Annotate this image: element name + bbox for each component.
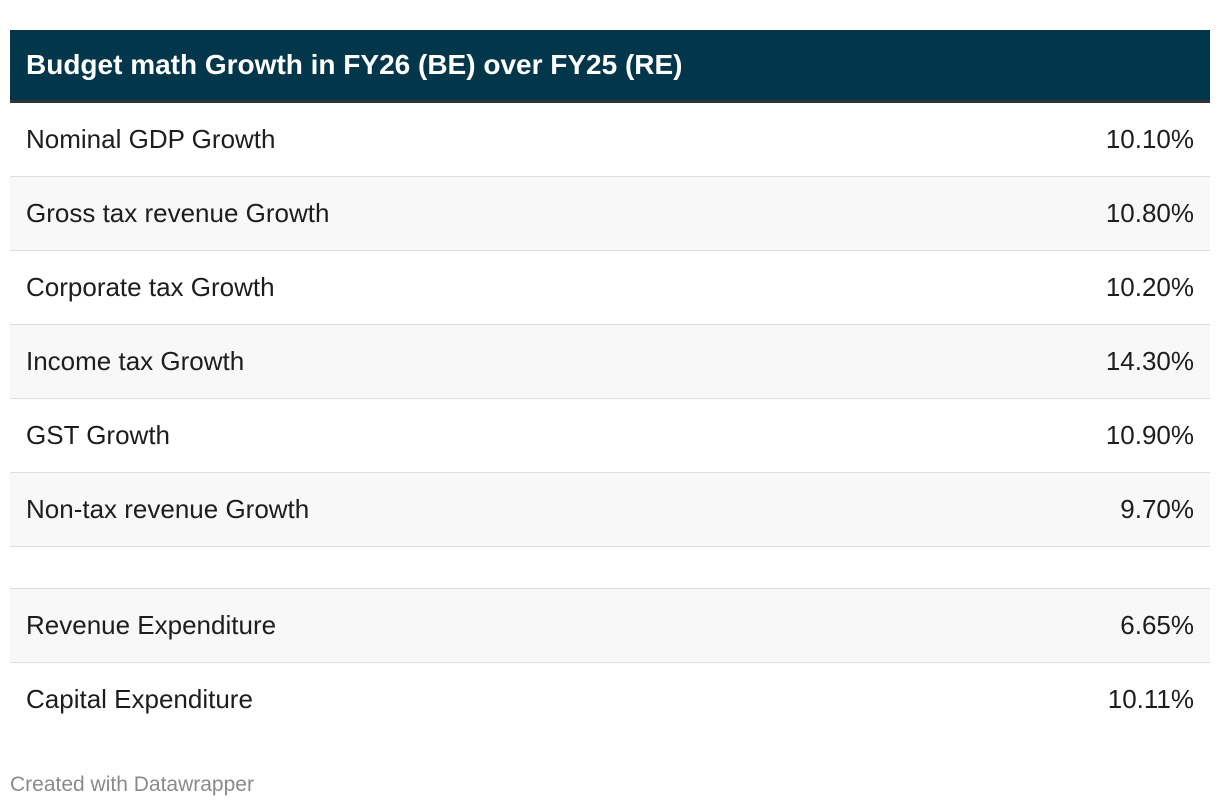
row-value: 10.10% [1105,124,1194,154]
row-label: Revenue Expenditure [26,610,277,640]
data-table: Budget math Growth in FY26 (BE) over FY2… [10,30,1210,736]
table-header: Budget math Growth in FY26 (BE) over FY2… [10,30,1210,103]
table-row: GST Growth 10.90% [10,399,1210,473]
table-row: Corporate tax Growth 10.20% [10,251,1210,325]
table-row: Gross tax revenue Growth 10.80% [10,177,1210,251]
table-row: Nominal GDP Growth 10.10% [10,103,1210,177]
row-label: Corporate tax Growth [26,272,275,302]
table-spacer-row [10,547,1210,589]
row-label: Capital Expenditure [26,684,253,714]
row-value: 10.11% [1107,684,1194,714]
table-row: Capital Expenditure 10.11% [10,663,1210,736]
row-label: GST Growth [26,420,171,450]
row-value: 9.70% [1120,494,1194,524]
footer-credit: Created with Datawrapper [10,773,254,796]
row-value: 10.20% [1105,272,1194,302]
row-value: 14.30% [1105,346,1194,376]
row-label: Nominal GDP Growth [26,124,276,154]
table-row: Revenue Expenditure 6.65% [10,589,1210,663]
row-label: Non-tax revenue Growth [26,494,310,524]
table-row: Income tax Growth 14.30% [10,325,1210,399]
table-row: Non-tax revenue Growth 9.70% [10,473,1210,547]
row-value: 10.80% [1105,198,1194,228]
row-label: Income tax Growth [26,346,245,376]
table-body: Nominal GDP Growth 10.10% Gross tax revenu… [10,103,1210,736]
row-value: 6.65% [1120,610,1194,640]
table-title: Budget math Growth in FY26 (BE) over FY2… [26,49,683,80]
row-label: Gross tax revenue Growth [26,198,330,228]
row-value: 10.90% [1105,420,1194,450]
